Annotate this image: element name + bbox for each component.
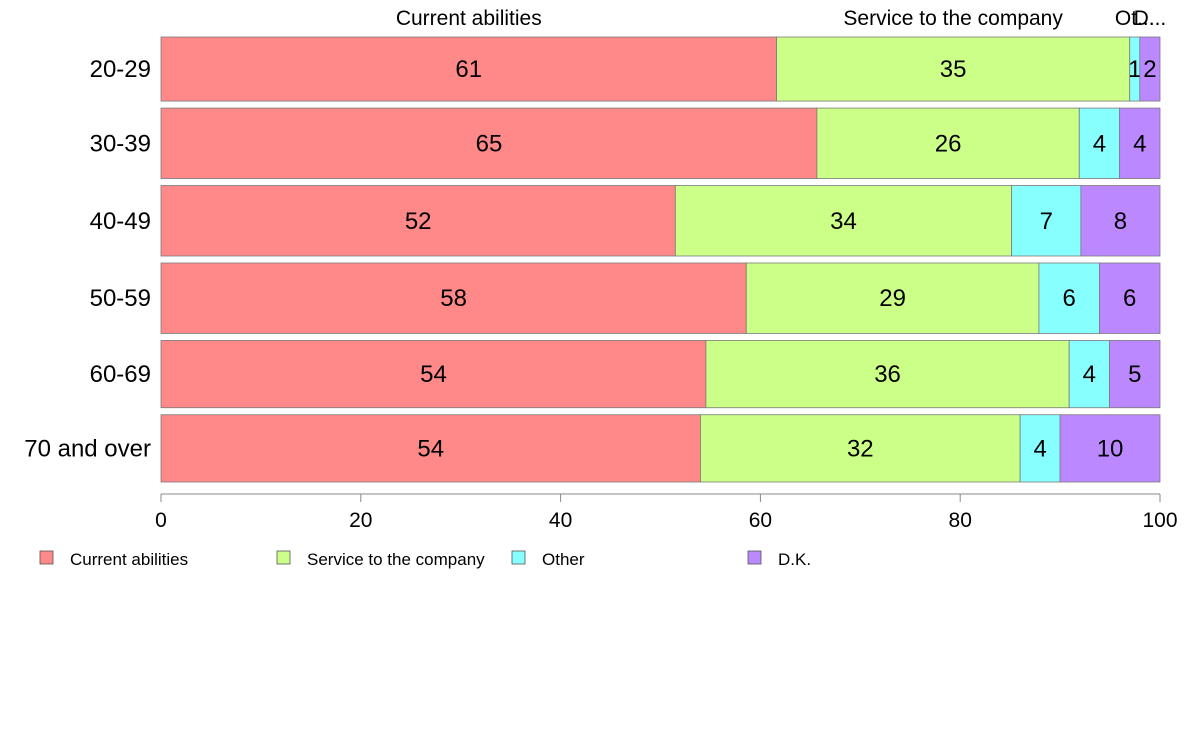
x-tick-label: 0 (155, 509, 167, 532)
data-label: 4 (1133, 130, 1146, 157)
data-label: 6 (1063, 285, 1076, 312)
data-label: 4 (1033, 435, 1046, 462)
bar-segment (160, 340, 707, 409)
bar-segment (1080, 185, 1161, 257)
data-label: 4 (1083, 361, 1096, 388)
data-label: 10 (1097, 435, 1124, 462)
legend-label: D.K. (778, 550, 811, 569)
data-label: 29 (879, 285, 906, 312)
legend-label: Other (542, 550, 585, 569)
bar-segment (674, 185, 1013, 257)
bar-segment (160, 262, 747, 334)
x-tick-label: 40 (549, 509, 572, 532)
data-label: 8 (1114, 208, 1127, 235)
bar-segment (1099, 262, 1161, 334)
bar-segment (1068, 340, 1110, 409)
category-label: 50-59 (90, 285, 151, 312)
category-label: 30-39 (90, 130, 151, 157)
bar-segment (1078, 107, 1121, 179)
category-label: 70 and over (24, 435, 151, 462)
data-label: 65 (476, 130, 503, 157)
data-label: 7 (1040, 208, 1053, 235)
bar-segment (700, 414, 1021, 483)
bar-segment (1038, 262, 1100, 334)
bar-segment (160, 414, 701, 483)
category-label: 60-69 (90, 361, 151, 388)
bar-segment (1059, 414, 1161, 483)
data-label: 61 (455, 56, 482, 83)
x-tick-label: 100 (1142, 509, 1177, 532)
data-label: 2 (1143, 56, 1156, 83)
x-tick-label: 20 (349, 509, 372, 532)
x-tick-label: 60 (749, 509, 772, 532)
bar-segment (1139, 36, 1161, 102)
legend-swatch (511, 550, 526, 565)
legend-label: Current abilities (70, 550, 188, 569)
legend-swatch (747, 550, 762, 565)
legend-swatch (276, 550, 291, 565)
bar-segment (160, 36, 777, 102)
data-label: 58 (440, 285, 467, 312)
data-label: 6 (1123, 285, 1136, 312)
data-label: 32 (847, 435, 874, 462)
bar-segment (160, 185, 676, 257)
top-series-label: Ot... (1115, 7, 1155, 30)
top-series-label: D... (1134, 7, 1167, 30)
data-label: 26 (935, 130, 962, 157)
bar-segment (1019, 414, 1061, 483)
data-label: 34 (830, 208, 857, 235)
data-label: 54 (417, 435, 444, 462)
data-label: 54 (420, 361, 447, 388)
data-label: 5 (1128, 361, 1141, 388)
bar-segment (1119, 107, 1161, 179)
data-label: 1 (1128, 56, 1141, 83)
bar-segment (745, 262, 1040, 334)
legend-label: Service to the company (307, 550, 485, 569)
data-label: 36 (874, 361, 901, 388)
bar-segment (1109, 340, 1161, 409)
top-series-label: Current abilities (396, 7, 542, 30)
bar-segment (1011, 185, 1082, 257)
legend-swatch (39, 550, 54, 565)
bar-segment (160, 107, 818, 179)
data-label: 4 (1093, 130, 1106, 157)
top-series-label: Service to the company (843, 7, 1063, 30)
data-label: 52 (405, 208, 432, 235)
x-tick-label: 80 (949, 509, 972, 532)
category-label: 40-49 (90, 208, 151, 235)
data-label: 35 (940, 56, 967, 83)
bar-segment (705, 340, 1070, 409)
bar-segment (776, 36, 1131, 102)
category-label: 20-29 (90, 56, 151, 83)
